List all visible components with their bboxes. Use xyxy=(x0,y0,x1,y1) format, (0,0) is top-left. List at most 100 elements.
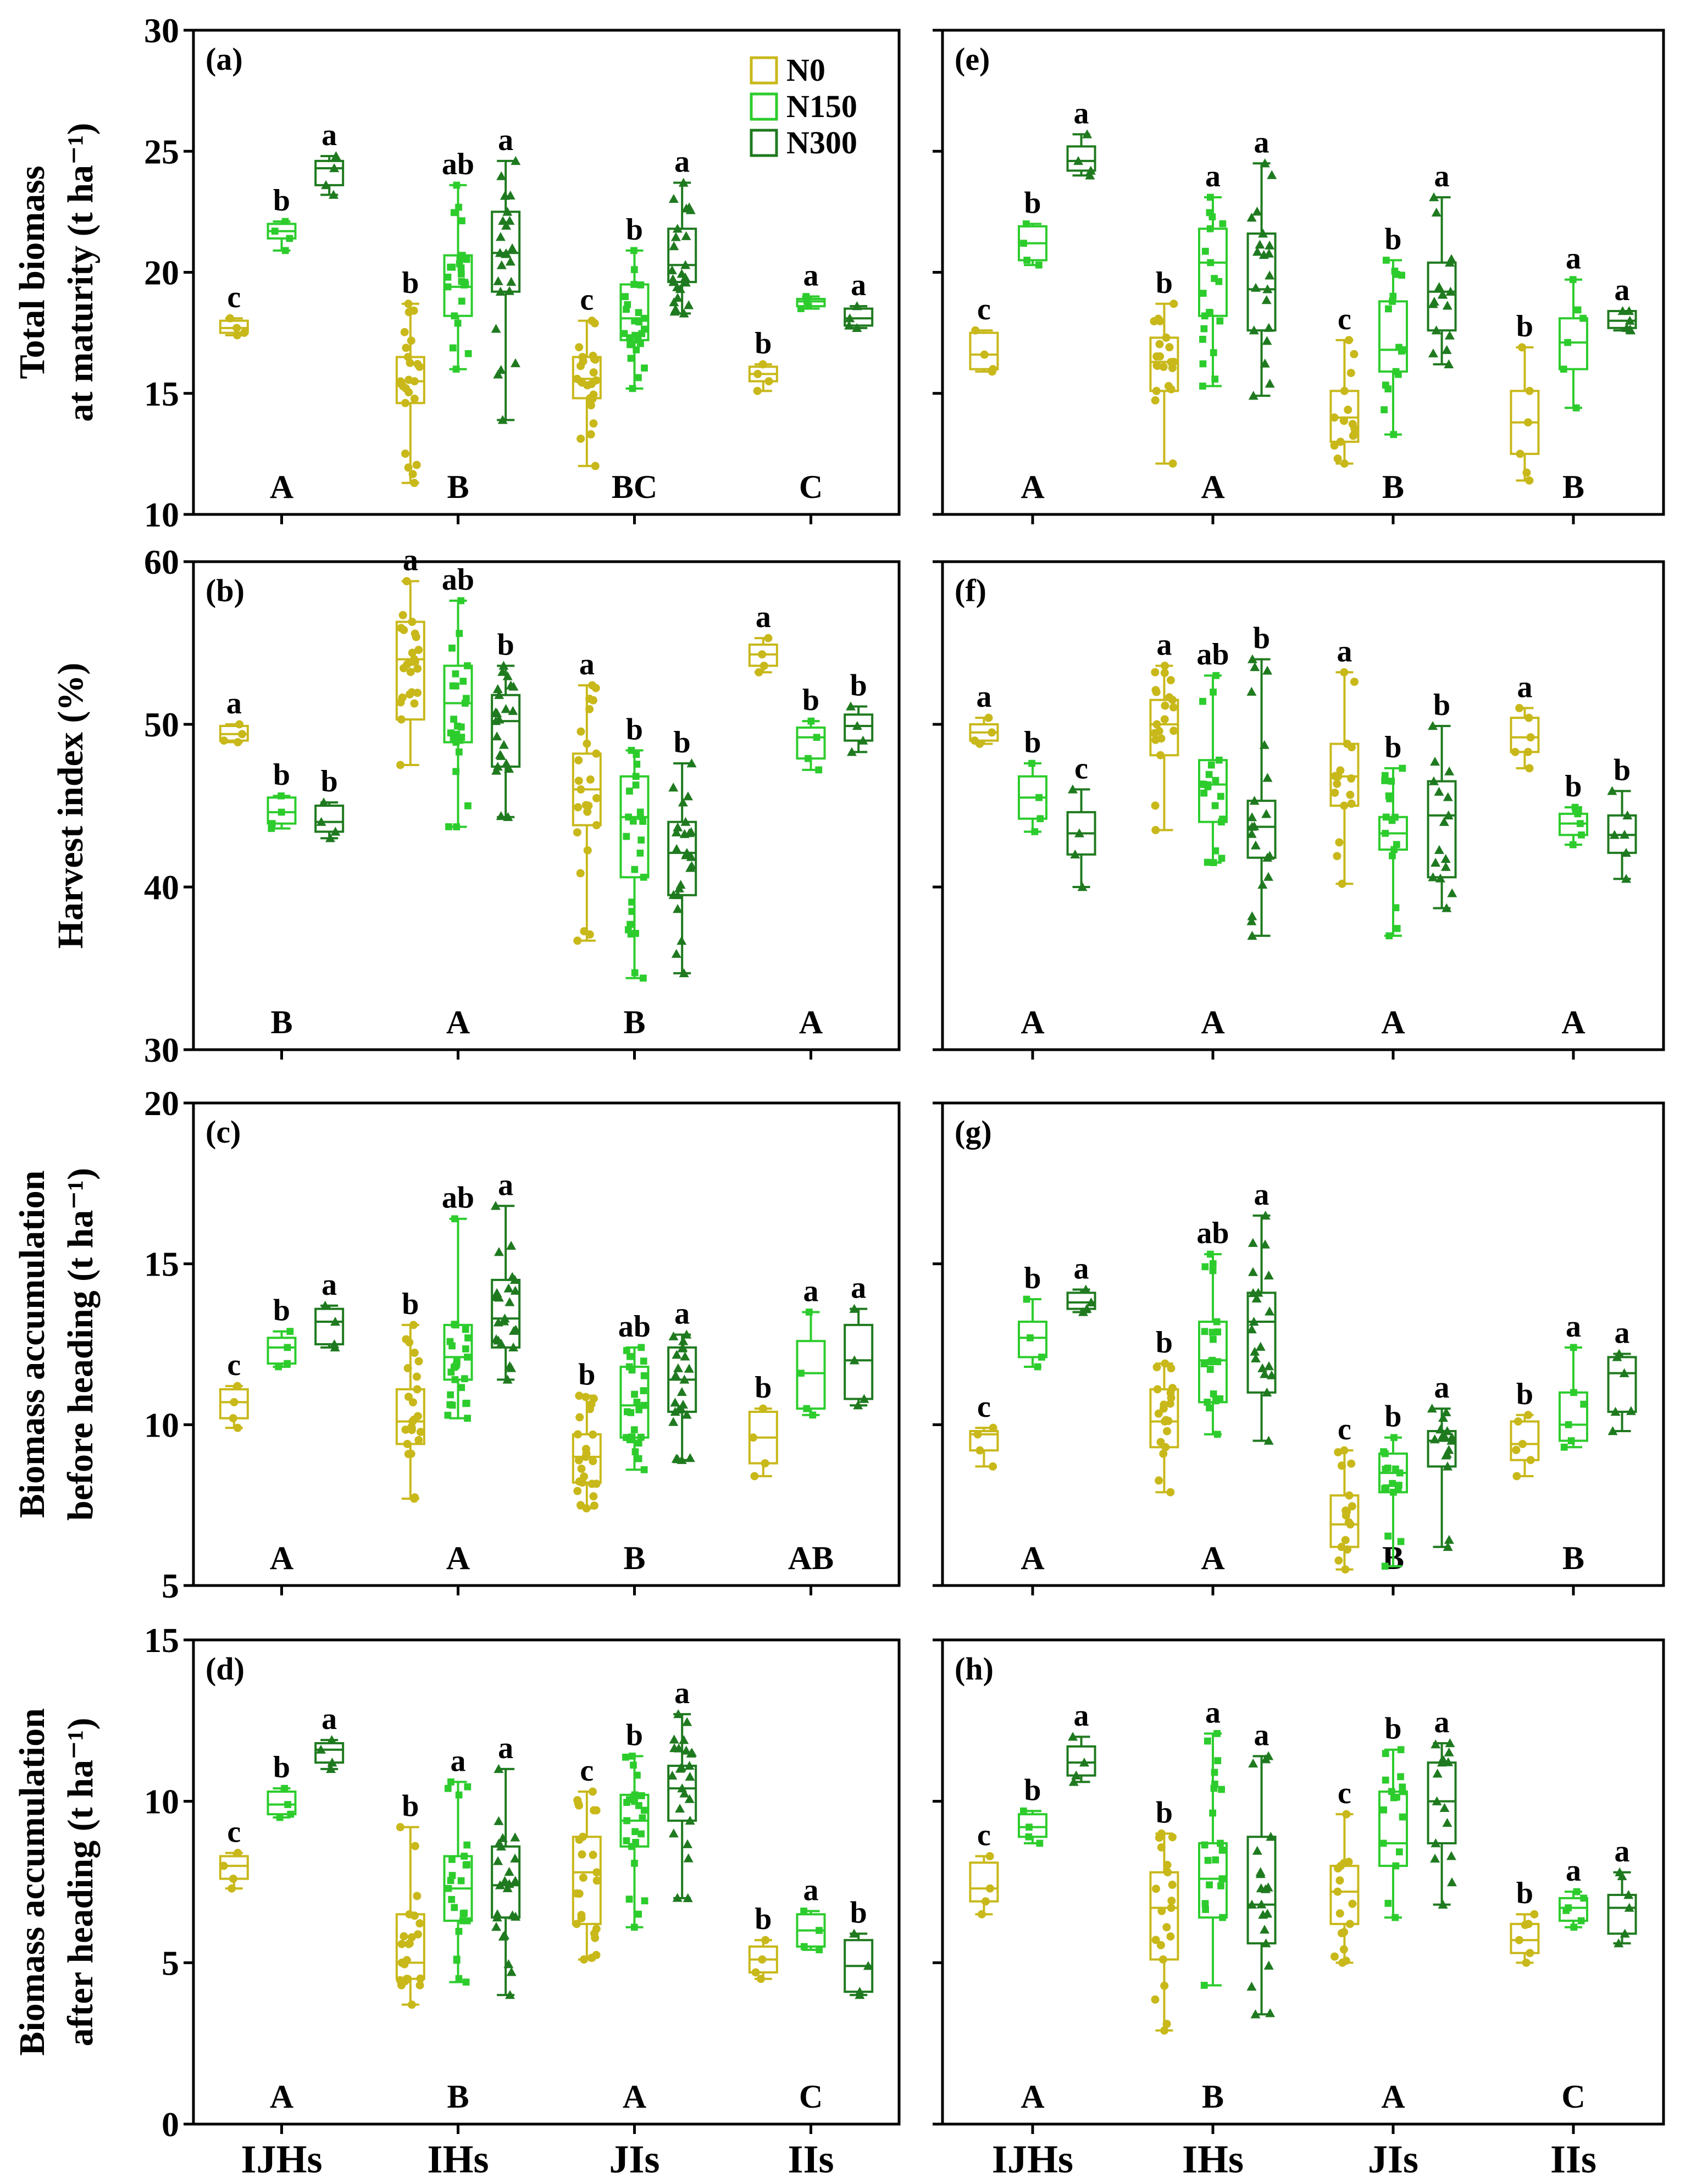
data-point xyxy=(635,374,642,381)
data-point xyxy=(1074,828,1085,838)
data-point xyxy=(1161,1443,1170,1451)
significance-letter: b xyxy=(850,1895,867,1930)
data-point xyxy=(507,1272,518,1281)
data-point xyxy=(1263,1270,1274,1280)
panel-frame xyxy=(941,560,1665,1051)
data-point xyxy=(630,1924,638,1931)
data-point xyxy=(585,694,594,703)
significance-letter: b xyxy=(802,683,819,717)
data-point xyxy=(629,1753,636,1760)
significance-letter: a xyxy=(976,680,991,714)
data-point xyxy=(1206,209,1213,217)
data-point xyxy=(1248,1238,1258,1247)
data-point xyxy=(447,1778,454,1786)
box-N0: b xyxy=(748,1902,778,1983)
data-point xyxy=(502,1374,513,1384)
data-point xyxy=(588,1787,597,1796)
data-point xyxy=(1621,874,1632,883)
data-point xyxy=(1023,1295,1030,1303)
data-point xyxy=(403,1364,412,1373)
data-point xyxy=(1247,911,1257,921)
data-point xyxy=(1385,305,1392,313)
data-point xyxy=(1264,1361,1274,1371)
data-point xyxy=(671,827,681,836)
box-N300: a xyxy=(1246,125,1277,400)
data-point xyxy=(268,820,276,827)
data-point xyxy=(1625,324,1635,334)
data-point xyxy=(408,648,417,657)
data-point xyxy=(844,320,855,330)
data-point xyxy=(573,1430,582,1439)
data-point xyxy=(1163,1427,1172,1435)
data-point xyxy=(1343,1507,1351,1516)
box-N150: ab xyxy=(618,1310,651,1473)
data-point xyxy=(1570,1389,1577,1396)
box-iqr xyxy=(267,1337,297,1365)
group-significance-letter: B xyxy=(447,2078,469,2115)
data-point xyxy=(1624,306,1634,315)
data-point xyxy=(1382,1750,1389,1758)
data-point xyxy=(1034,1363,1041,1371)
box-iqr xyxy=(1559,1391,1588,1442)
data-point xyxy=(1209,1260,1217,1267)
significance-letter: b xyxy=(1156,1326,1173,1360)
data-point xyxy=(845,313,855,323)
data-point xyxy=(578,378,586,387)
data-point xyxy=(758,360,767,369)
significance-letter: a xyxy=(1337,634,1352,668)
data-point xyxy=(1248,1267,1258,1276)
data-point xyxy=(396,761,405,769)
data-point xyxy=(1169,300,1178,308)
significance-letter: a xyxy=(451,1744,466,1778)
data-point xyxy=(1022,220,1030,228)
significance-letter: c xyxy=(1338,302,1351,336)
data-point xyxy=(1160,1981,1169,1990)
data-point xyxy=(1522,1958,1531,1967)
data-point xyxy=(1214,1757,1222,1765)
box-N150: b xyxy=(1378,1400,1408,1570)
data-point xyxy=(1262,1387,1272,1396)
data-point xyxy=(1440,853,1451,863)
data-point xyxy=(1261,1938,1271,1948)
data-point xyxy=(500,191,510,200)
box-N150: b xyxy=(619,213,650,392)
data-point xyxy=(1435,1424,1446,1434)
box-N0: c xyxy=(219,280,249,340)
data-point xyxy=(1153,1385,1162,1394)
y-tick-label: 10 xyxy=(144,495,179,534)
significance-letter: a xyxy=(1615,1834,1630,1869)
data-point xyxy=(271,228,279,235)
data-point xyxy=(629,385,636,392)
box-N300: a xyxy=(1607,1834,1637,1948)
panel-frame xyxy=(192,1101,901,1587)
data-point xyxy=(1626,1406,1636,1415)
data-point xyxy=(491,766,502,775)
significance-letter: b xyxy=(273,1750,290,1784)
data-point xyxy=(1570,1924,1578,1931)
data-point xyxy=(1210,688,1217,696)
data-point xyxy=(492,684,503,694)
box-N300: a xyxy=(1427,159,1457,369)
data-point xyxy=(1265,379,1275,388)
data-point xyxy=(1214,1358,1222,1366)
data-point xyxy=(412,1372,421,1381)
box-N300: a xyxy=(1066,1699,1096,1786)
significance-letter: a xyxy=(1517,670,1532,704)
group-significance-letter: A xyxy=(1381,2078,1405,2115)
data-point xyxy=(581,1393,590,1401)
data-point xyxy=(1068,1732,1078,1741)
data-point xyxy=(626,1352,634,1360)
data-point xyxy=(1390,1434,1398,1442)
data-point xyxy=(502,671,513,680)
data-point xyxy=(1446,254,1457,263)
data-point xyxy=(1200,1360,1208,1367)
data-point xyxy=(320,1300,330,1310)
data-point xyxy=(459,1910,467,1917)
data-point xyxy=(1067,784,1078,794)
data-point xyxy=(675,1803,685,1813)
data-point xyxy=(686,852,696,861)
data-point xyxy=(1389,1479,1396,1487)
data-point xyxy=(674,1404,684,1413)
